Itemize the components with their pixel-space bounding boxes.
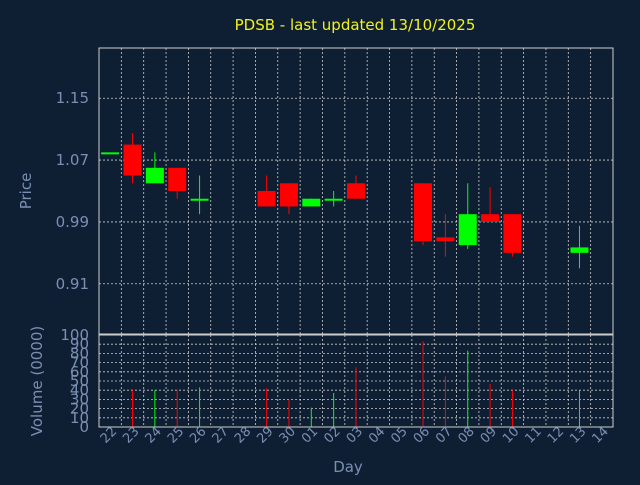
x-tick-label: 02 bbox=[321, 424, 343, 446]
x-tick-label: 29 bbox=[254, 424, 276, 446]
x-tick-label: 04 bbox=[366, 424, 388, 446]
x-tick-label: 22 bbox=[98, 424, 120, 446]
volume-axis-label: Volume (0000) bbox=[28, 326, 46, 436]
volume-tick-label: 90 bbox=[70, 335, 89, 353]
volume-panel-frame bbox=[98, 334, 614, 428]
candle-body bbox=[570, 247, 589, 253]
candle-body bbox=[324, 198, 343, 201]
x-tick-label: 24 bbox=[143, 424, 165, 446]
x-tick-label: 09 bbox=[478, 424, 500, 446]
volume-tick-label: 70 bbox=[70, 354, 89, 372]
candle-body bbox=[302, 198, 321, 207]
candle-body bbox=[101, 152, 120, 155]
volume-tick-label: 10 bbox=[70, 409, 89, 427]
candle-body bbox=[279, 183, 298, 207]
x-tick-label: 27 bbox=[210, 424, 232, 446]
chart-title: PDSB - last updated 13/10/2025 bbox=[235, 16, 476, 34]
candle-body bbox=[436, 237, 455, 242]
x-tick-label: 03 bbox=[344, 424, 366, 446]
candle-body bbox=[257, 191, 276, 207]
volume-tick-label: 40 bbox=[70, 381, 89, 399]
x-tick-label: 01 bbox=[299, 424, 321, 446]
x-tick-label: 06 bbox=[411, 424, 433, 446]
price-tick-labels: 1.15 1.07 0.99 0.91 bbox=[56, 89, 89, 293]
volume-tick-label: 30 bbox=[70, 390, 89, 408]
x-tick-label: 30 bbox=[277, 424, 299, 446]
x-tick-labels: 22 23 24 25 26 27 28 29 30 01 02 03 04 05 06 07 08 09 10 11… bbox=[98, 424, 612, 446]
x-tick-label: 08 bbox=[455, 424, 477, 446]
price-tick-label: 1.15 bbox=[56, 89, 89, 107]
candle-body bbox=[145, 167, 164, 184]
candle-body bbox=[190, 198, 209, 201]
volume-tick-label: 0 bbox=[79, 418, 89, 436]
volume-tick-label: 60 bbox=[70, 363, 89, 381]
candle-body bbox=[481, 214, 500, 222]
x-tick-label: 14 bbox=[590, 424, 612, 446]
x-tick-label: 28 bbox=[232, 424, 254, 446]
x-tick-label: 25 bbox=[165, 424, 187, 446]
candles bbox=[101, 133, 589, 269]
price-grid bbox=[99, 48, 614, 334]
candle-body bbox=[414, 183, 433, 242]
x-tick-label: 26 bbox=[187, 424, 209, 446]
volume-tick-label: 50 bbox=[70, 372, 89, 390]
x-tick-label: 07 bbox=[433, 424, 455, 446]
x-tick-label: 12 bbox=[545, 424, 567, 446]
x-tick-label: 05 bbox=[388, 424, 410, 446]
candle-body bbox=[347, 183, 365, 199]
candle-body bbox=[168, 167, 187, 191]
price-tick-label: 0.91 bbox=[56, 275, 89, 293]
x-axis-label: Day bbox=[333, 458, 363, 476]
volume-tick-label: 20 bbox=[70, 400, 89, 418]
candle-body bbox=[458, 214, 477, 246]
x-tick-label: 11 bbox=[522, 424, 544, 446]
x-tick-label: 10 bbox=[500, 424, 522, 446]
price-tick-label: 1.07 bbox=[56, 151, 89, 169]
x-tick-label: 13 bbox=[567, 424, 589, 446]
price-panel-frame bbox=[98, 47, 614, 335]
volume-tick-label: 100 bbox=[60, 326, 89, 344]
price-axis-label: Price bbox=[17, 173, 35, 210]
price-tick-label: 0.99 bbox=[56, 213, 89, 231]
candle-body bbox=[503, 214, 522, 253]
candle-body bbox=[123, 144, 142, 176]
volume-bars bbox=[132, 341, 580, 427]
volume-tick-label: 80 bbox=[70, 344, 89, 362]
x-tick-label: 23 bbox=[120, 424, 142, 446]
